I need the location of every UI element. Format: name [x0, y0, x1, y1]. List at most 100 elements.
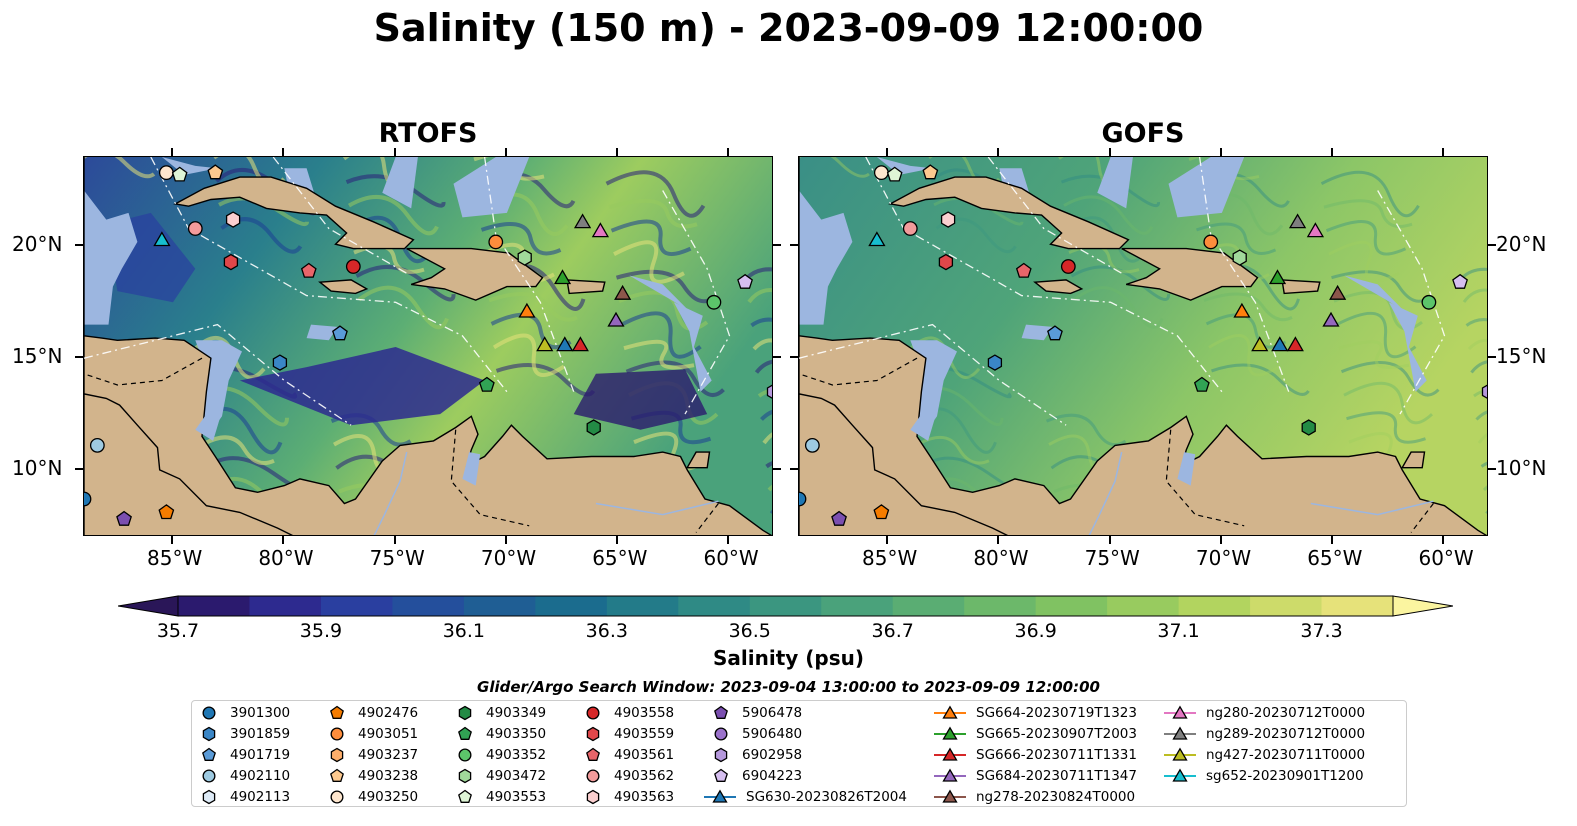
colorbar-segment — [249, 596, 322, 616]
legend-item-4902476: 4902476 — [326, 703, 418, 723]
marker-4903238[interactable] — [207, 164, 224, 180]
marker-SG684-20230711T1347[interactable] — [607, 311, 625, 327]
legend-item-6904223: 6904223 — [710, 766, 802, 786]
marker-4903349[interactable] — [1301, 419, 1316, 436]
marker-4902110[interactable] — [89, 437, 105, 453]
marker-4903352[interactable] — [1421, 294, 1437, 310]
marker-SG664-20230719T1323[interactable] — [1233, 302, 1251, 318]
marker-sg652-20230901T1200[interactable] — [868, 231, 886, 247]
marker-4901719[interactable] — [1047, 325, 1063, 341]
y-tick-mark — [773, 467, 781, 470]
marker-4903349[interactable] — [586, 419, 601, 436]
marker-4902476[interactable] — [158, 504, 175, 520]
marker-5906478[interactable] — [116, 510, 132, 526]
marker-4903553[interactable] — [171, 166, 188, 182]
marker-4903562[interactable] — [902, 221, 918, 236]
triangle-marker-icon — [934, 768, 966, 782]
marker-4902110[interactable] — [804, 437, 820, 453]
marker-ng289-20230712T0000[interactable] — [573, 213, 592, 229]
pentagon-marker-icon — [714, 705, 728, 719]
marker-4903352[interactable] — [706, 294, 722, 310]
legend-label: 3901859 — [230, 726, 291, 742]
marker-sg652-20230901T1200[interactable] — [153, 231, 171, 247]
marker-ng280-20230712T0000[interactable] — [1306, 222, 1325, 238]
marker-4903350[interactable] — [478, 376, 495, 392]
x-tick-mark — [1442, 148, 1445, 156]
marker-4903561[interactable] — [300, 262, 317, 278]
circle-marker-icon — [330, 727, 344, 741]
marker-3901300[interactable] — [84, 491, 92, 507]
marker-4903250[interactable] — [158, 165, 174, 181]
marker-SG684-20230711T1347[interactable] — [1322, 311, 1340, 327]
marker-3901300[interactable] — [799, 491, 807, 507]
marker-4903562[interactable] — [187, 221, 203, 236]
marker-4903238[interactable] — [922, 164, 939, 180]
marker-6902958[interactable] — [766, 384, 774, 399]
marker-ng278-20230824T0000[interactable] — [1329, 284, 1347, 300]
legend-label: 4903352 — [486, 747, 547, 763]
marker-SG630-20230826T2004[interactable] — [556, 336, 574, 352]
x-tick-mark — [997, 148, 1000, 156]
hexagon-marker-icon — [458, 705, 472, 721]
legend-item-4903250: 4903250 — [326, 787, 418, 807]
legend-item-5906478: 5906478 — [710, 703, 802, 723]
pentagon-marker-icon — [714, 768, 728, 782]
marker-6904223[interactable] — [737, 273, 753, 289]
marker-5906478[interactable] — [831, 510, 847, 526]
x-tick-label: 80°W — [258, 546, 314, 570]
marker-4903051[interactable] — [488, 234, 504, 250]
marker-4903558[interactable] — [345, 259, 361, 274]
marker-4903553[interactable] — [886, 166, 903, 182]
colorbar-segment — [1178, 596, 1251, 616]
legend-item-4903237: 4903237 — [326, 745, 418, 765]
colorbar-tick-label: 36.7 — [871, 620, 914, 642]
marker-ng278-20230824T0000[interactable] — [614, 284, 632, 300]
pentagon-marker-icon — [330, 705, 344, 719]
legend-label: 4903349 — [486, 705, 547, 721]
colorbar-segment — [1035, 596, 1108, 616]
marker-SG666-20230711T1331[interactable] — [1286, 336, 1304, 352]
marker-4903350[interactable] — [1193, 376, 1210, 392]
marker-4903563[interactable] — [225, 211, 241, 228]
y-tick-label: 20°N — [12, 232, 63, 257]
colorbar-tick-label: 36.1 — [442, 620, 486, 642]
marker-4903250[interactable] — [873, 165, 889, 181]
map-gofs[interactable] — [798, 156, 1488, 536]
marker-SG665-20230907T2003[interactable] — [1268, 269, 1287, 285]
marker-SG666-20230711T1331[interactable] — [571, 336, 589, 352]
marker-6904223[interactable] — [1452, 273, 1468, 289]
triangle-marker-icon — [934, 747, 966, 761]
marker-ng289-20230712T0000[interactable] — [1288, 213, 1307, 229]
marker-4903051[interactable] — [1203, 234, 1219, 250]
marker-3901859[interactable] — [272, 354, 288, 371]
marker-SG665-20230907T2003[interactable] — [553, 269, 572, 285]
x-tick-label: 70°W — [1195, 546, 1252, 570]
y-tick-mark — [1488, 467, 1496, 470]
y-tick-mark — [75, 356, 83, 359]
x-tick-label: 60°W — [703, 546, 759, 570]
marker-4903472[interactable] — [517, 249, 532, 266]
triangle-marker-icon — [1164, 705, 1196, 719]
pentagon-marker-icon — [586, 747, 600, 761]
marker-SG630-20230826T2004[interactable] — [1271, 336, 1289, 352]
marker-3901859[interactable] — [987, 354, 1003, 371]
map-rtofs[interactable] — [83, 156, 773, 536]
marker-ng427-20230711T0000[interactable] — [1251, 336, 1269, 352]
x-tick-mark — [504, 148, 507, 156]
figure-title: Salinity (150 m) - 2023-09-09 12:00:00 — [373, 6, 1204, 50]
colorbar-segment — [392, 596, 465, 616]
marker-4901719[interactable] — [332, 325, 348, 341]
marker-ng280-20230712T0000[interactable] — [591, 222, 610, 238]
marker-4903559[interactable] — [223, 253, 239, 271]
x-tick-mark — [393, 536, 396, 544]
marker-4903472[interactable] — [1232, 249, 1247, 266]
marker-4902476[interactable] — [873, 504, 890, 520]
marker-4903559[interactable] — [938, 253, 954, 271]
marker-ng427-20230711T0000[interactable] — [536, 336, 554, 352]
marker-4903561[interactable] — [1015, 262, 1032, 278]
legend-label: 4902113 — [230, 789, 291, 805]
marker-4903558[interactable] — [1060, 259, 1076, 274]
marker-SG664-20230719T1323[interactable] — [518, 302, 536, 318]
marker-6902958[interactable] — [1481, 384, 1489, 399]
marker-4903563[interactable] — [940, 211, 956, 228]
